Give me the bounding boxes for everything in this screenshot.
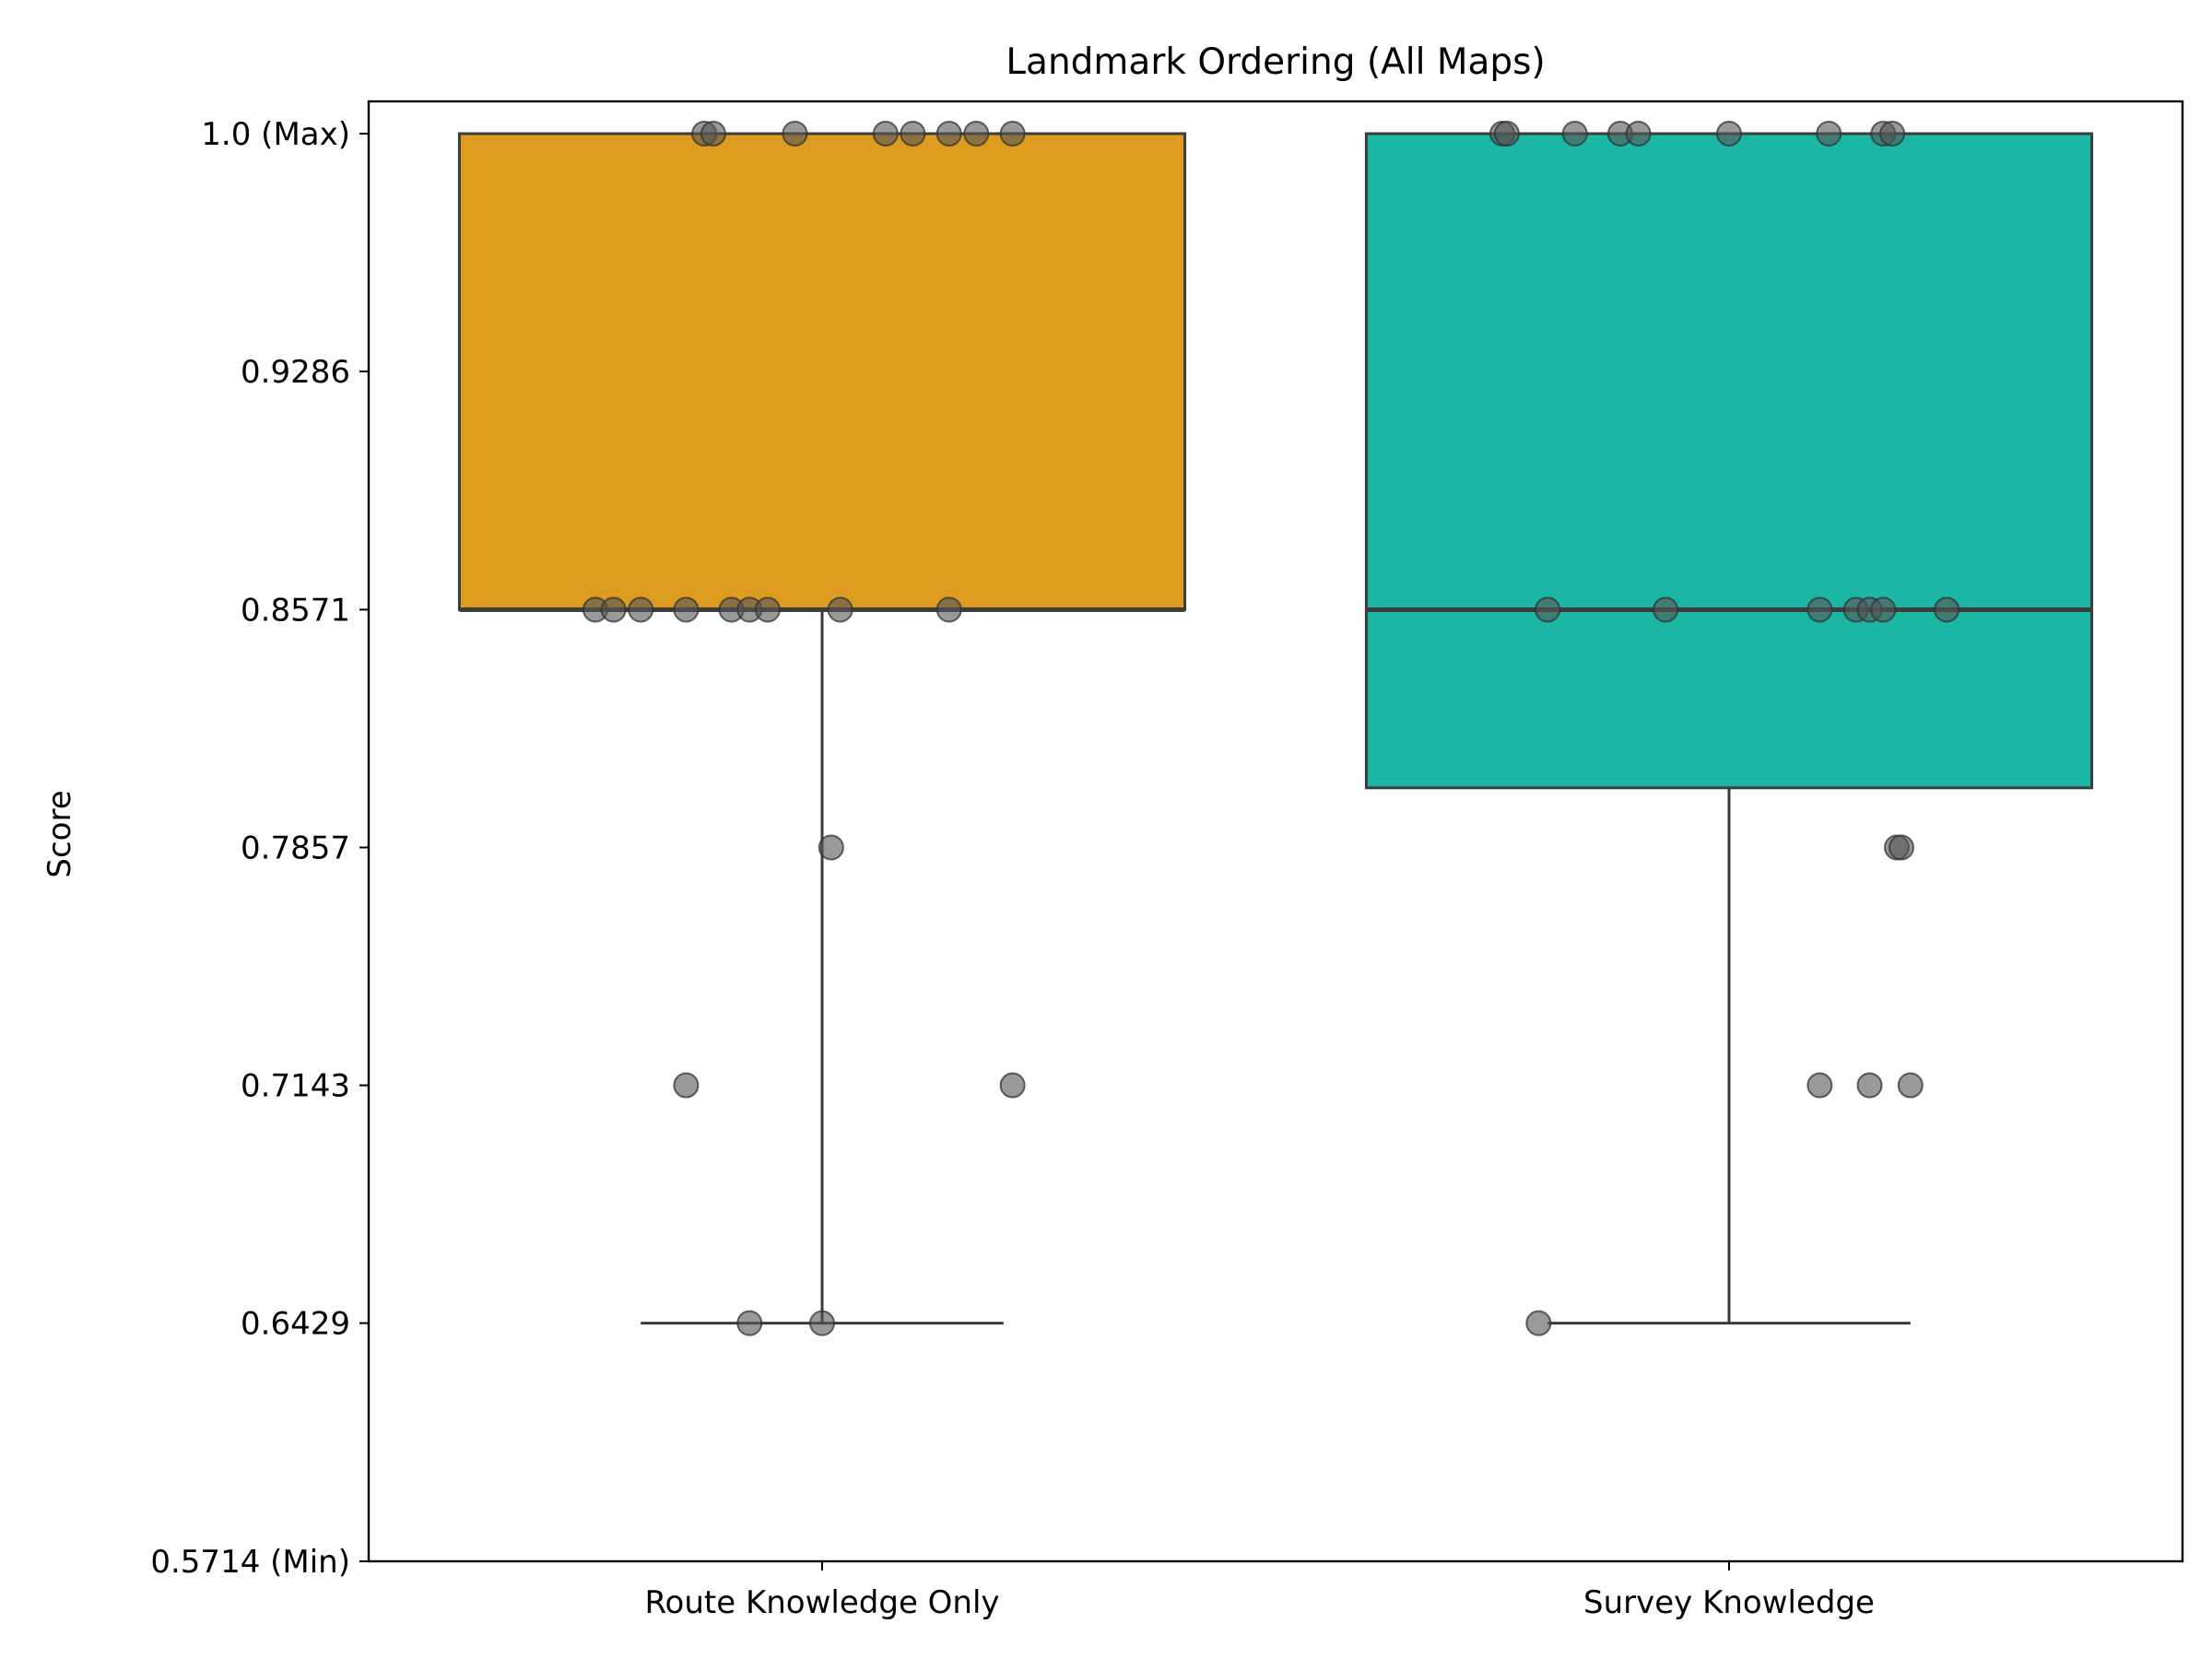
data-point xyxy=(872,121,899,147)
data-point xyxy=(935,596,962,623)
y-tick-label: 0.7143 xyxy=(241,1068,350,1105)
data-point xyxy=(827,596,853,623)
data-point xyxy=(1535,596,1561,623)
data-point xyxy=(999,1072,1026,1099)
data-point xyxy=(1806,1072,1833,1099)
y-tick-label: 0.9286 xyxy=(241,354,350,391)
data-point xyxy=(1856,1072,1883,1099)
axes-frame xyxy=(367,100,2184,1563)
data-point xyxy=(999,121,1026,147)
data-point xyxy=(1934,596,1960,623)
data-point xyxy=(900,121,926,147)
x-tick-label: Survey Knowledge xyxy=(1583,1584,1875,1621)
data-point xyxy=(1561,121,1588,147)
chart-title: Landmark Ordering (All Maps) xyxy=(1006,41,1545,83)
x-tick-label: Route Knowledge Only xyxy=(644,1584,999,1621)
y-tick-label: 0.8571 xyxy=(241,592,350,629)
data-point xyxy=(1879,121,1906,147)
data-point xyxy=(809,1310,835,1336)
box-route-knowledge-only xyxy=(457,132,1187,611)
data-point xyxy=(673,1072,700,1099)
data-point xyxy=(600,596,627,623)
y-tick-label: 1.0 (Max) xyxy=(201,116,350,153)
data-point xyxy=(700,121,726,147)
data-point xyxy=(1888,834,1914,861)
data-point xyxy=(1716,121,1742,147)
data-point xyxy=(1870,596,1897,623)
y-axis-label: Score xyxy=(41,790,78,877)
data-point xyxy=(1493,121,1520,147)
data-point xyxy=(1653,596,1679,623)
data-point xyxy=(935,121,962,147)
data-point xyxy=(963,121,990,147)
plot-layer: 1.0 (Max) 0.9286 0.8571 0.7857 0.7143 0.6429 0… xyxy=(150,100,2184,1621)
data-point xyxy=(736,1310,763,1336)
data-point xyxy=(628,596,654,623)
y-tick-label: 0.5714 (Min) xyxy=(150,1544,350,1581)
data-point xyxy=(782,121,808,147)
data-point xyxy=(673,596,700,623)
data-point xyxy=(1525,1310,1552,1336)
data-point xyxy=(754,596,781,623)
data-point xyxy=(1897,1072,1924,1099)
box-survey-knowledge xyxy=(1364,132,2094,790)
y-tick-label: 0.6429 xyxy=(241,1306,350,1343)
data-point xyxy=(1816,121,1842,147)
data-point xyxy=(818,834,844,861)
data-point xyxy=(1806,596,1833,623)
y-tick-label: 0.7857 xyxy=(241,830,350,867)
data-point xyxy=(1625,121,1652,147)
